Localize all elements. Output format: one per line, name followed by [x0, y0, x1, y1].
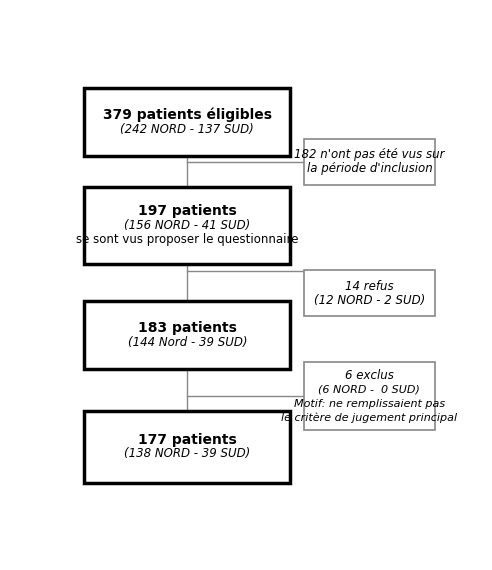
Text: (242 NORD - 137 SUD): (242 NORD - 137 SUD): [121, 123, 254, 136]
Text: (12 NORD - 2 SUD): (12 NORD - 2 SUD): [314, 294, 425, 307]
Text: 182 n'ont pas été vus sur: 182 n'ont pas été vus sur: [294, 148, 445, 161]
Text: (144 Nord - 39 SUD): (144 Nord - 39 SUD): [127, 336, 247, 348]
FancyBboxPatch shape: [304, 363, 435, 430]
Text: (156 NORD - 41 SUD): (156 NORD - 41 SUD): [124, 219, 250, 232]
FancyBboxPatch shape: [304, 270, 435, 316]
Text: 183 patients: 183 patients: [138, 321, 237, 335]
FancyBboxPatch shape: [85, 88, 290, 156]
Text: 177 patients: 177 patients: [138, 433, 237, 447]
Text: le critère de jugement principal: le critère de jugement principal: [281, 412, 458, 423]
FancyBboxPatch shape: [85, 301, 290, 369]
FancyBboxPatch shape: [85, 187, 290, 264]
Text: 197 patients: 197 patients: [138, 204, 237, 218]
Text: 6 exclus: 6 exclus: [345, 369, 394, 382]
FancyBboxPatch shape: [85, 411, 290, 483]
Text: 14 refus: 14 refus: [345, 280, 394, 293]
FancyBboxPatch shape: [304, 139, 435, 185]
Text: la période d'inclusion: la période d'inclusion: [307, 162, 432, 175]
Text: Motif: ne remplissaient pas: Motif: ne remplissaient pas: [294, 398, 445, 409]
Text: se sont vus proposer le questionnaire: se sont vus proposer le questionnaire: [76, 233, 299, 246]
Text: 379 patients éligibles: 379 patients éligibles: [103, 108, 272, 123]
Text: (138 NORD - 39 SUD): (138 NORD - 39 SUD): [124, 447, 250, 461]
Text: (6 NORD -  0 SUD): (6 NORD - 0 SUD): [318, 384, 420, 394]
